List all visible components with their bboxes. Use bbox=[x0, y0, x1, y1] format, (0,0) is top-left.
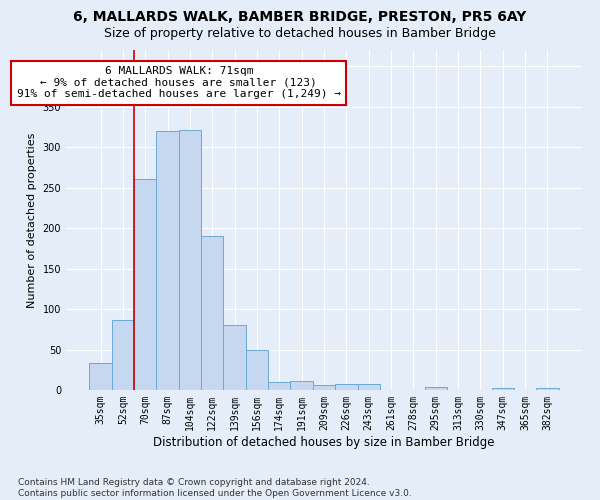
Text: 6 MALLARDS WALK: 71sqm
← 9% of detached houses are smaller (123)
91% of semi-det: 6 MALLARDS WALK: 71sqm ← 9% of detached … bbox=[17, 66, 341, 100]
Text: Contains HM Land Registry data © Crown copyright and database right 2024.
Contai: Contains HM Land Registry data © Crown c… bbox=[18, 478, 412, 498]
Bar bbox=[223, 325, 246, 390]
Bar bbox=[536, 388, 559, 390]
X-axis label: Distribution of detached houses by size in Bamber Bridge: Distribution of detached houses by size … bbox=[153, 436, 495, 448]
Y-axis label: Number of detached properties: Number of detached properties bbox=[27, 132, 37, 308]
Bar bbox=[358, 384, 380, 390]
Bar bbox=[201, 236, 223, 390]
Bar bbox=[335, 384, 358, 390]
Bar bbox=[290, 381, 313, 390]
Bar bbox=[112, 320, 134, 390]
Bar bbox=[134, 178, 157, 390]
Text: 6, MALLARDS WALK, BAMBER BRIDGE, PRESTON, PR5 6AY: 6, MALLARDS WALK, BAMBER BRIDGE, PRESTON… bbox=[73, 10, 527, 24]
Bar bbox=[157, 131, 179, 390]
Text: Size of property relative to detached houses in Bamber Bridge: Size of property relative to detached ho… bbox=[104, 28, 496, 40]
Bar bbox=[268, 382, 290, 390]
Bar bbox=[246, 350, 268, 390]
Bar bbox=[425, 387, 447, 390]
Bar bbox=[491, 388, 514, 390]
Bar bbox=[89, 364, 112, 390]
Bar bbox=[179, 130, 201, 390]
Bar bbox=[313, 385, 335, 390]
